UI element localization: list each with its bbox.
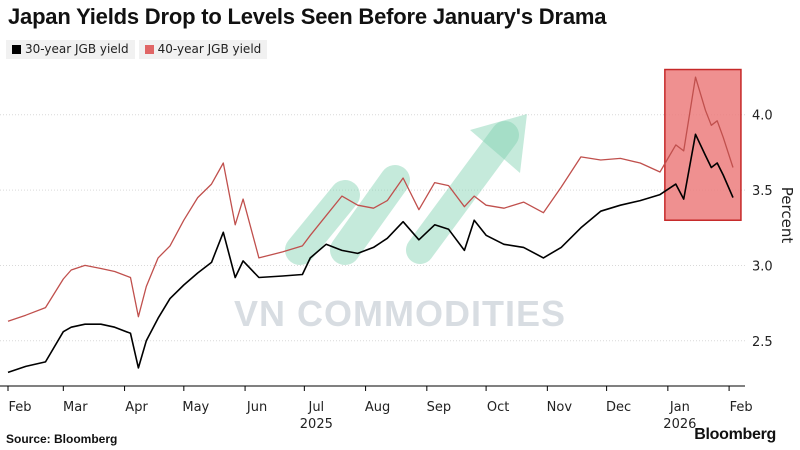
- x-tick-label: Jan: [669, 400, 690, 415]
- watermark-text: VN COMMODITIES: [234, 293, 566, 334]
- x-tick-label: Apr: [125, 400, 148, 415]
- x-tick-label: Sep: [427, 400, 452, 415]
- x-year-label: 2026: [663, 417, 696, 432]
- legend-swatch-30y: [12, 44, 21, 54]
- legend-label-40y: 40-year JGB yield: [157, 42, 262, 56]
- x-tick-label: Aug: [365, 400, 390, 415]
- legend-label-30y: 30-year JGB yield: [25, 42, 129, 56]
- watermark: VN COMMODITIES: [234, 114, 566, 334]
- watermark-logo-arrowhead: [470, 114, 527, 173]
- x-tick-label: Feb: [730, 400, 753, 415]
- series-line-40y: [7, 76, 734, 322]
- legend-swatch-40y: [144, 44, 154, 54]
- legend-item-30y: 30-year JGB yield: [6, 40, 135, 59]
- source-note: Source: Bloomberg: [6, 432, 118, 446]
- y-axis-label: Percent: [778, 187, 796, 244]
- x-tick-label: May: [182, 400, 209, 415]
- y-tick-label: 2.5: [752, 335, 773, 350]
- watermark-logo-stroke-2: [330, 165, 410, 265]
- legend: 30-year JGB yield 40-year JGB yield: [6, 40, 268, 59]
- x-tick-label: Jun: [246, 400, 267, 415]
- watermark-logo-arrow-shaft: [406, 121, 519, 264]
- y-tick-label: 3.5: [752, 184, 773, 199]
- x-tick-label: Jul: [307, 400, 324, 415]
- legend-item-40y: 40-year JGB yield: [138, 40, 268, 59]
- x-tick-label: Nov: [547, 400, 573, 415]
- x-tick-label: Mar: [63, 400, 88, 415]
- highlight-box: [664, 68, 742, 221]
- gridlines: [0, 114, 745, 387]
- brand-logo: Bloomberg: [694, 426, 776, 443]
- x-tick-label: Feb: [8, 400, 31, 415]
- x-axis-ticks: Feb Mar Apr May Jun Jul Aug Sep Oct Nov Dec Jan Feb 2…: [7, 386, 753, 432]
- watermark-logo-stroke-1: [285, 180, 360, 265]
- chart-title: Japan Yields Drop to Levels Seen Before …: [8, 4, 607, 29]
- series: [7, 76, 734, 374]
- y-axis-ticks: 2.5 3.0 3.5 4.0: [752, 109, 773, 350]
- x-year-label: 2025: [300, 417, 333, 432]
- x-tick-label: Oct: [487, 400, 509, 415]
- y-tick-label: 4.0: [752, 109, 773, 124]
- series-line-30y: [7, 133, 734, 374]
- y-tick-label: 3.0: [752, 259, 773, 274]
- x-tick-label: Dec: [606, 400, 631, 415]
